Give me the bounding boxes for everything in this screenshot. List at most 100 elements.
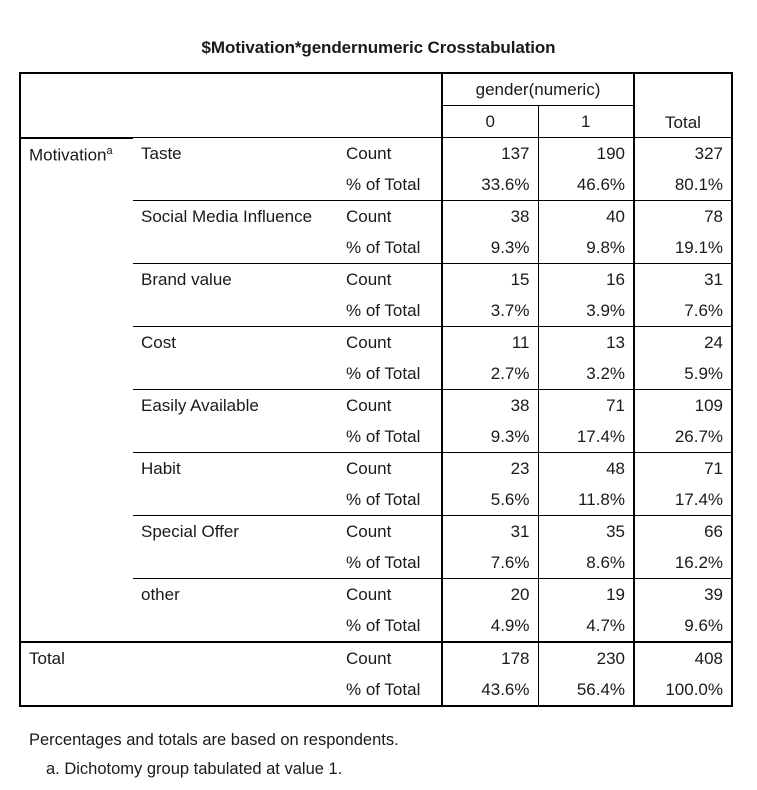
row-category-label: other — [133, 578, 338, 642]
cell-count-total: 78 — [633, 200, 733, 232]
table-row: % of Total 2.7% 3.2% 5.9% — [20, 358, 733, 390]
cell-pct-total: 26.7% — [633, 421, 733, 453]
table-row: % of Total 7.6% 8.6% 16.2% — [20, 547, 733, 579]
cell-count-col0: 31 — [441, 515, 538, 547]
row-group-label-text: Motivation — [29, 145, 107, 165]
table-row: Easily Available Count 38 71 109 — [20, 389, 733, 453]
total-row-label: Total — [20, 641, 338, 706]
cell-pct-col0: 9.3% — [441, 232, 538, 264]
stat-label-count: Count — [338, 515, 442, 547]
cell-count-total: 66 — [633, 515, 733, 547]
cell-pct-total: 100.0% — [633, 674, 733, 706]
cell-pct-total: 5.9% — [633, 358, 733, 390]
row-category-label: Cost — [133, 326, 338, 390]
cell-pct-col0: 43.6% — [441, 674, 538, 706]
cell-pct-col0: 9.3% — [441, 421, 538, 453]
stat-label-pct: % of Total — [346, 363, 421, 383]
row-group-label: Motivationa — [20, 136, 133, 642]
table-row: Brand value Count 15 16 31 — [20, 263, 733, 327]
stat-label-count: Count — [338, 137, 442, 169]
table-row: % of Total 9.3% 9.8% 19.1% — [20, 232, 733, 264]
table-row: % of Total 9.3% 17.4% 26.7% — [20, 421, 733, 453]
cell-count-col0: 23 — [441, 452, 538, 484]
cell-count-col1: 71 — [537, 389, 635, 421]
cell-pct-col0: 4.9% — [441, 610, 538, 642]
cell-count-col0: 20 — [441, 578, 538, 610]
stat-label-pct: % of Total — [346, 489, 421, 509]
stat-label-pct: % of Total — [346, 300, 421, 320]
header-gender-group: gender(numeric) — [440, 73, 635, 106]
header-row-2: 0 1 — [20, 105, 732, 138]
header-col-0: 0 — [441, 105, 538, 138]
cell-pct-col0: 5.6% — [441, 484, 538, 516]
cell-count-col1: 48 — [537, 452, 635, 484]
cell-count-col1: 190 — [537, 137, 635, 169]
cell-pct-col1: 46.6% — [537, 169, 635, 201]
cell-pct-col1: 56.4% — [537, 674, 635, 706]
table-row: % of Total 5.6% 11.8% 17.4% — [20, 484, 733, 516]
cell-pct-total: 80.1% — [633, 169, 733, 201]
stat-label-count: Count — [338, 452, 442, 484]
stat-label-count: Count — [338, 326, 442, 358]
cell-count-col0: 38 — [441, 200, 538, 232]
table-row: % of Total 4.9% 4.7% 9.6% — [20, 610, 733, 642]
cell-pct-total: 17.4% — [633, 484, 733, 516]
cell-count-col1: 16 — [537, 263, 635, 295]
row-category-label: Taste — [133, 137, 338, 201]
total-row-count: Total Count 178 230 408 — [20, 641, 733, 706]
cell-count-total: 71 — [633, 452, 733, 484]
stat-label-count: Count — [338, 389, 442, 421]
stat-label-count: Count — [338, 263, 442, 295]
cell-pct-col1: 11.8% — [537, 484, 635, 516]
header-row-1: gender(numeric) Total — [20, 73, 733, 138]
cell-pct-total: 7.6% — [633, 295, 733, 327]
cell-pct-col1: 3.9% — [537, 295, 635, 327]
row-category-label: Habit — [133, 452, 338, 516]
cell-count-col1: 13 — [537, 326, 635, 358]
stat-label-pct: % of Total — [346, 679, 421, 699]
cell-count-total: 327 — [633, 137, 733, 169]
cell-pct-col1: 3.2% — [537, 358, 635, 390]
footnote-dichotomy: a. Dichotomy group tabulated at value 1. — [46, 760, 343, 778]
stat-label-pct: % of Total — [346, 174, 421, 194]
cell-count-total: 24 — [633, 326, 733, 358]
cell-pct-total: 9.6% — [633, 610, 733, 642]
cell-count-total: 31 — [633, 263, 733, 295]
cell-pct-col0: 33.6% — [441, 169, 538, 201]
cell-pct-col1: 17.4% — [537, 421, 635, 453]
stat-label-pct: % of Total — [346, 615, 421, 635]
cell-pct-col1: 9.8% — [537, 232, 635, 264]
header-total: Total — [633, 73, 733, 138]
row-category-label: Brand value — [133, 263, 338, 327]
crosstab-table: gender(numeric) Total 0 1 Motivationa Tas… — [19, 72, 734, 707]
cell-count-col1: 35 — [537, 515, 635, 547]
row-category-label: Social Media Influence — [133, 200, 338, 264]
cell-count-col1: 19 — [537, 578, 635, 610]
stat-label-pct: % of Total — [346, 237, 421, 257]
stat-label-count: Count — [338, 641, 442, 674]
header-col-1: 1 — [537, 105, 635, 138]
row-category-label: Special Offer — [133, 515, 338, 579]
cell-count-col1: 230 — [537, 641, 635, 674]
table-row: % of Total 33.6% 46.6% 80.1% — [20, 169, 733, 201]
cell-pct-col0: 7.6% — [441, 547, 538, 579]
cell-count-col1: 40 — [537, 200, 635, 232]
cell-count-col0: 137 — [441, 137, 538, 169]
footnote-respondents: Percentages and totals are based on resp… — [29, 731, 399, 749]
table-title: $Motivation*gendernumeric Crosstabulatio… — [201, 38, 556, 57]
cell-pct-col0: 3.7% — [441, 295, 538, 327]
table-row: Cost Count 11 13 24 — [20, 326, 733, 390]
cell-pct-col0: 2.7% — [441, 358, 538, 390]
footnote-marker: a — [106, 144, 113, 157]
cell-count-col0: 178 — [441, 641, 538, 674]
stat-label-pct: % of Total — [346, 552, 421, 572]
cell-count-total: 39 — [633, 578, 733, 610]
cell-count-col0: 38 — [441, 389, 538, 421]
cell-count-col0: 15 — [441, 263, 538, 295]
stat-label-count: Count — [338, 578, 442, 610]
stat-label-pct: % of Total — [346, 426, 421, 446]
table-row: Habit Count 23 48 71 — [20, 452, 733, 516]
total-row-pct: % of Total 43.6% 56.4% 100.0% — [20, 674, 733, 706]
table-row: % of Total 3.7% 3.9% 7.6% — [20, 295, 733, 327]
cell-pct-total: 19.1% — [633, 232, 733, 264]
